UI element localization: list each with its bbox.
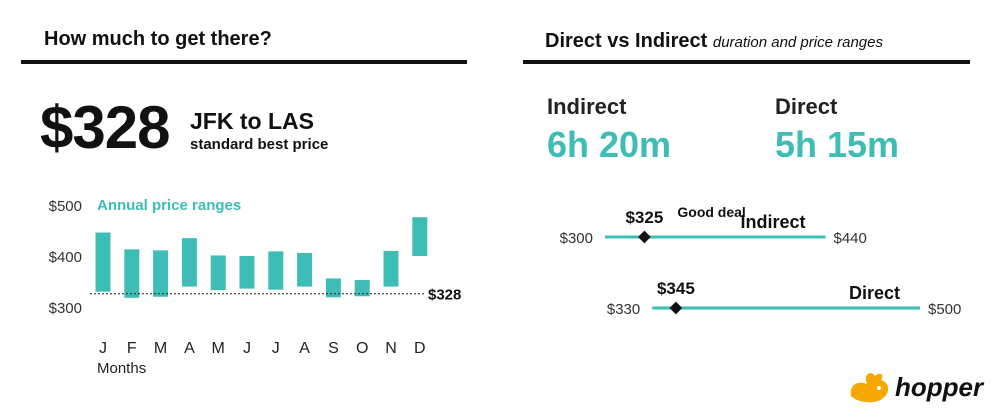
series-name-label: Direct: [849, 283, 900, 303]
direct-duration-value: 5h 15m: [775, 124, 900, 165]
left-panel-divider: [21, 60, 467, 64]
price-range-bar: [383, 250, 399, 287]
month-tick-label: N: [385, 340, 397, 357]
price-range-bar: [354, 279, 370, 297]
y-tick-label: $300: [49, 300, 82, 317]
bunny-icon: [850, 373, 889, 403]
right-panel-title: Direct vs Indirect duration and price ra…: [545, 30, 883, 53]
price-range-bar: [412, 217, 428, 256]
indirect-duration-label: Indirect: [547, 94, 627, 119]
route-subtitle: standard best price: [190, 136, 329, 153]
price-marker: [669, 301, 683, 315]
price-range-bar: [325, 278, 341, 298]
left-panel-title: How much to get there?: [44, 28, 272, 50]
indirect-duration-value: 6h 20m: [547, 124, 672, 165]
right-panel-divider: [523, 60, 970, 64]
month-tick-label: J: [243, 340, 251, 357]
month-tick-label: A: [184, 340, 195, 357]
price-range-bar: [268, 251, 284, 290]
month-tick-label: F: [127, 340, 137, 357]
route-label: JFK to LAS: [190, 108, 314, 134]
hopper-logo: hopper: [845, 368, 985, 408]
month-tick-label: J: [99, 340, 107, 357]
chart-title: Annual price ranges: [97, 197, 241, 214]
month-tick-label: M: [154, 340, 167, 357]
x-axis-label: Months: [97, 360, 146, 377]
month-tick-label: J: [272, 340, 280, 357]
month-tick-label: O: [356, 340, 368, 357]
deal-annotation: Good deal: [677, 204, 745, 220]
range-max-label: $440: [834, 230, 867, 247]
price-range-bar: [239, 255, 255, 289]
marker-price-label: $325: [625, 208, 663, 227]
range-min-label: $330: [607, 301, 640, 318]
month-tick-label: S: [328, 340, 339, 357]
price-range-bar: [153, 250, 169, 297]
range-max-label: $500: [928, 301, 961, 318]
price-range-bar: [181, 238, 197, 287]
series-name-label: Indirect: [740, 212, 805, 232]
reference-line-label: $328: [428, 287, 461, 304]
right-panel-title-main: Direct vs Indirect: [545, 30, 708, 52]
best-price: $328: [40, 94, 170, 161]
price-range-bar: [210, 255, 226, 291]
price-range-bar: [95, 232, 111, 292]
y-tick-label: $400: [49, 249, 82, 266]
logo-text: hopper: [895, 372, 984, 402]
range-min-label: $300: [560, 230, 593, 247]
direct-duration-label: Direct: [775, 94, 838, 119]
month-tick-label: M: [212, 340, 225, 357]
right-panel-subtitle: duration and price ranges: [712, 34, 883, 51]
price-marker: [638, 230, 651, 244]
price-range-bar: [124, 249, 140, 298]
marker-price-label: $345: [657, 279, 695, 298]
month-tick-label: D: [414, 340, 426, 357]
month-tick-label: A: [299, 340, 310, 357]
price-range-bar: [297, 252, 313, 287]
annual-price-chart: Annual price ranges $300 $400 $500 $328 J F…: [49, 197, 462, 377]
y-tick-label: $500: [49, 198, 82, 215]
